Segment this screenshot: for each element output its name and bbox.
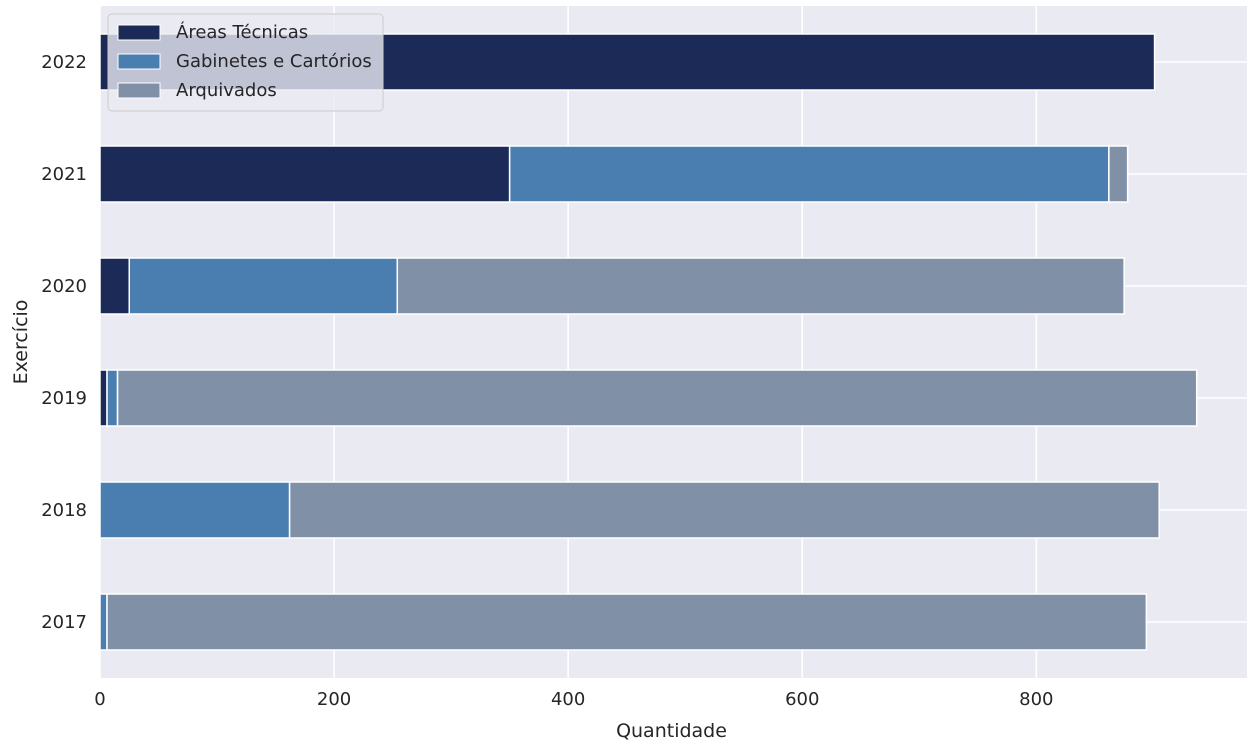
x-tick-label: 600 <box>785 689 819 710</box>
x-tick-label: 200 <box>317 689 351 710</box>
bar-2018-series-1 <box>99 481 291 539</box>
x-tick-label: 800 <box>1019 689 1053 710</box>
y-tick-label: 2019 <box>41 388 87 409</box>
x-tick-label: 0 <box>94 689 105 710</box>
bar-2020-series-0 <box>99 257 131 315</box>
y-tick-label: 2021 <box>41 164 87 185</box>
bar-2018-series-2 <box>288 481 1160 539</box>
bar-2019-series-1 <box>106 369 119 427</box>
legend: Áreas Técnicas Gabinetes e Cartórios Arqui… <box>107 13 384 112</box>
bar-2020-series-2 <box>396 257 1125 315</box>
y-tick-label: 2017 <box>41 612 87 633</box>
plot-background <box>100 6 1247 678</box>
legend-label-0: Áreas Técnicas <box>176 21 308 43</box>
bar-2021-series-1 <box>508 145 1110 203</box>
bar-2019-series-2 <box>116 369 1198 427</box>
bar-2021-series-0 <box>99 145 511 203</box>
y-tick-label: 2018 <box>41 500 87 521</box>
legend-swatch-1 <box>117 53 161 70</box>
bar-2017-series-2 <box>106 593 1148 651</box>
bar-2020-series-1 <box>128 257 399 315</box>
legend-swatch-2 <box>117 82 161 99</box>
bar-2017-series-1 <box>99 593 108 651</box>
legend-label-1: Gabinetes e Cartórios <box>176 51 372 72</box>
bar-2019-series-0 <box>99 369 108 427</box>
y-tick-labels: 2017 2018 2019 2020 2021 2022 <box>41 52 87 633</box>
y-tick-label: 2020 <box>41 276 87 297</box>
y-tick-label: 2022 <box>41 52 87 73</box>
legend-box <box>107 13 384 112</box>
x-tick-label: 400 <box>551 689 585 710</box>
y-axis-label: Exercício <box>10 300 32 385</box>
x-axis-label: Quantidade <box>616 720 727 742</box>
legend-label-2: Arquivados <box>176 80 277 101</box>
x-tick-labels: 0 200 400 600 800 <box>94 689 1053 710</box>
legend-swatch-0 <box>117 24 161 41</box>
bar-2021-series-2 <box>1108 145 1129 203</box>
